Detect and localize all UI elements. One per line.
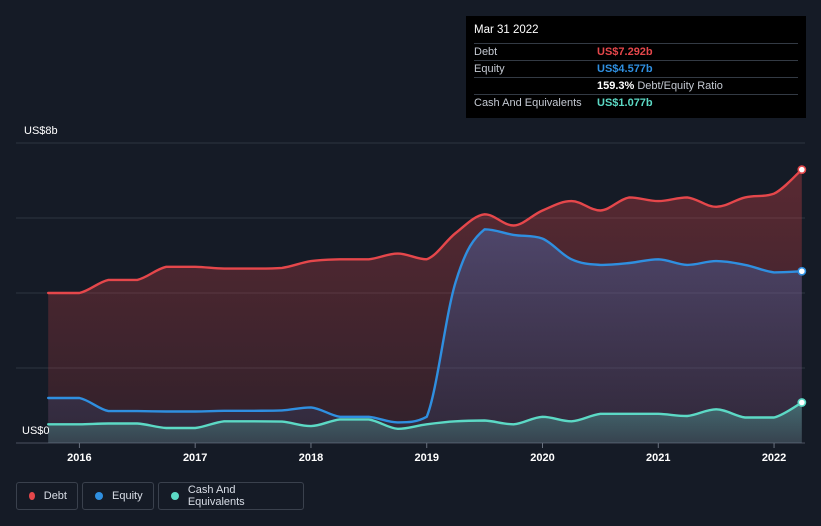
x-tick-label: 2017	[183, 452, 207, 464]
tooltip-row-debt: Debt US$7.292b	[474, 43, 798, 60]
debt-line	[47, 168, 803, 295]
x-tick-label: 2020	[530, 452, 554, 464]
data-tooltip: Mar 31 2022 Debt US$7.292b Equity US$4.5…	[466, 16, 806, 118]
x-tick-label: 2021	[646, 452, 670, 464]
equity-area	[48, 229, 802, 443]
tooltip-value: US$4.577b	[597, 63, 653, 75]
tooltip-label: Equity	[474, 63, 505, 75]
series-lines	[47, 168, 803, 430]
legend-dot-icon	[29, 492, 35, 500]
x-tick-label: 2019	[414, 452, 438, 464]
legend-cash[interactable]: Cash And Equivalents	[158, 482, 304, 510]
cash-area	[48, 402, 802, 443]
x-tick-label: 2018	[299, 452, 323, 464]
series-end-markers	[797, 165, 807, 407]
tooltip-row-ratio: 159.3% Debt/Equity Ratio	[474, 77, 798, 94]
tooltip-row-equity: Equity US$4.577b	[474, 60, 798, 77]
tooltip-value: 159.3%	[597, 80, 635, 92]
tooltip-suffix: Debt/Equity Ratio	[637, 80, 723, 92]
y-axis-top-label: US$8b	[24, 125, 58, 137]
tooltip-date: Mar 31 2022	[474, 24, 539, 36]
x-tick-label: 2022	[762, 452, 786, 464]
legend-label: Debt	[43, 490, 67, 502]
tooltip-label: Cash And Equivalents	[474, 97, 582, 109]
legend-debt[interactable]: Debt	[16, 482, 78, 510]
legend-label: Equity	[112, 490, 143, 502]
legend-dot-icon	[171, 492, 179, 500]
tooltip-label	[474, 78, 597, 94]
y-axis-bottom-label: US$0	[22, 425, 50, 437]
tooltip-value: US$7.292b	[597, 46, 653, 58]
series-areas	[48, 169, 802, 443]
x-axis-ticks: 2016 2017 2018 2019 2020 2021 2022	[67, 443, 786, 464]
cash-end-marker	[797, 398, 807, 407]
x-tick-label: 2016	[67, 452, 91, 464]
cash-line	[47, 401, 803, 430]
debt-end-marker	[797, 165, 807, 175]
equity-line	[47, 228, 803, 424]
legend-dot-icon	[95, 492, 103, 500]
legend-equity[interactable]: Equity	[82, 482, 154, 510]
tooltip-label: Debt	[474, 46, 498, 58]
legend-label: Cash And Equivalents	[187, 484, 245, 508]
tooltip-value: US$1.077b	[597, 97, 653, 109]
equity-end-marker	[797, 266, 807, 276]
tooltip-row-cash: Cash And Equivalents US$1.077b	[474, 94, 798, 111]
